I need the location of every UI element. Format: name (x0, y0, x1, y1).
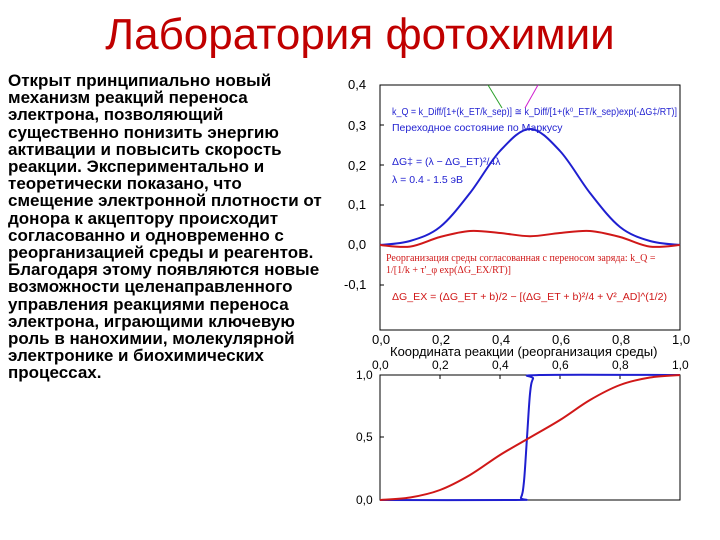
annotation-activation-energy: ΔG‡ = (λ − ΔG_ET)²/4λ (392, 156, 501, 168)
bottom-y-ticks: 1,0 0,5 0,0 (356, 368, 373, 507)
annotation-reorganization: Реорганизация среды согласованная с пере… (386, 253, 656, 276)
bottom-y-tick: 0,0 (356, 493, 373, 507)
bottom-y-tick: 0,5 (356, 430, 373, 444)
annotation-rate-equation: k_Q = k_Diff/[1+(k_ET/k_sep)] ≅ k_Diff/[… (392, 107, 677, 118)
bottom-x-tick: 0,2 (432, 358, 449, 372)
top-y-tick: 0,0 (348, 237, 366, 252)
annotation-delta-g-ex: ΔG_EX = (ΔG_ET + b)/2 − [(ΔG_ET + b)²/4 … (392, 292, 667, 303)
top-chart: 0,4 0,3 0,2 0,1 0,0 -0,1 0,0 0,2 0,4 0,6… (344, 77, 690, 359)
top-x-tick: 0,8 (612, 332, 630, 347)
top-x-tick: 0,6 (552, 332, 570, 347)
decorative-mark (487, 84, 503, 109)
top-x-tick: 0,4 (492, 332, 510, 347)
top-y-tick: -0,1 (344, 277, 366, 292)
bottom-tick-marks (380, 375, 621, 438)
top-y-tick: 0,3 (348, 118, 366, 133)
bottom-x-ticks: 0,0 0,2 0,4 0,6 0,8 1,0 (372, 358, 689, 372)
red-series-line (379, 229, 681, 248)
red-series-line (379, 374, 681, 501)
bottom-x-tick: 1,0 (672, 358, 689, 372)
paragraph-1: Открыт принципиально новый механизм реак… (8, 71, 322, 263)
blue-series-line (379, 373, 681, 502)
top-plot-frame (379, 84, 681, 331)
annotation-reorganization-box: Реорганизация среды согласованная с пере… (386, 253, 656, 276)
bottom-chart: 0,0 0,2 0,4 0,6 0,8 1,0 1,0 0,5 0,0 (356, 358, 689, 507)
top-series-group (379, 127, 681, 248)
top-y-tick: 0,4 (348, 77, 366, 92)
top-y-tick: 0,1 (348, 197, 366, 212)
description-text: Открыт принципиально новый механизм реак… (8, 72, 326, 382)
bottom-x-tick: 0,0 (372, 358, 389, 372)
top-x-tick: 1,0 (672, 332, 690, 347)
bottom-x-tick: 0,6 (552, 358, 569, 372)
top-y-tick: 0,2 (348, 158, 366, 173)
top-y-ticks: 0,4 0,3 0,2 0,1 0,0 -0,1 (344, 77, 366, 292)
annotation-marcus: Переходное состояние по Маркусу (392, 122, 563, 134)
bottom-x-tick: 0,4 (492, 358, 509, 372)
charts-area: 0,4 0,3 0,2 0,1 0,0 -0,1 0,0 0,2 0,4 0,6… (344, 77, 690, 507)
blue-series-line (379, 127, 681, 246)
top-x-tick: 0,2 (432, 332, 450, 347)
bottom-y-tick: 1,0 (356, 368, 373, 382)
bottom-x-tick: 0,8 (612, 358, 629, 372)
bottom-series-group (379, 373, 681, 502)
top-x-axis-label: Координата реакции (реорганизация среды) (390, 344, 657, 359)
top-x-ticks: 0,0 0,2 0,4 0,6 0,8 1,0 (372, 332, 690, 347)
page-title: Лаборатория фотохимии (105, 10, 615, 59)
top-x-tick: 0,0 (372, 332, 390, 347)
paragraph-2: Благодаря этому появляются новые возможн… (8, 260, 320, 383)
decorative-mark (524, 84, 539, 109)
top-y-tick-marks (380, 84, 384, 286)
annotation-lambda: λ = 0.4 - 1.5 эВ (392, 174, 463, 186)
